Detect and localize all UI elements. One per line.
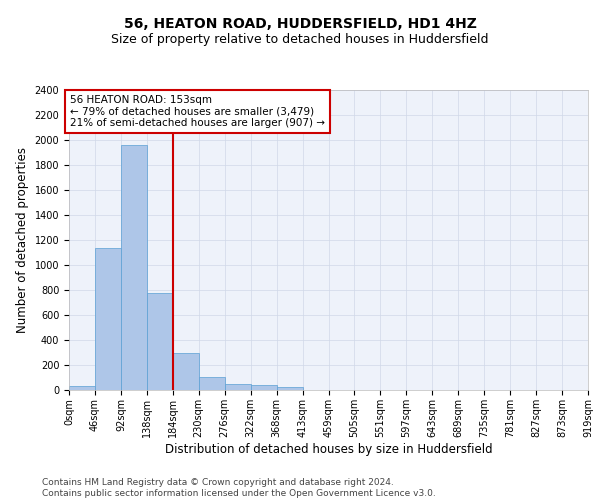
Bar: [173, 352, 199, 390]
Bar: [251, 385, 277, 390]
Y-axis label: Number of detached properties: Number of detached properties: [16, 147, 29, 333]
Bar: [121, 145, 147, 390]
Bar: [277, 387, 302, 390]
Bar: [95, 248, 121, 390]
X-axis label: Distribution of detached houses by size in Huddersfield: Distribution of detached houses by size …: [164, 442, 493, 456]
Bar: [69, 386, 95, 390]
Bar: [147, 293, 173, 390]
Bar: [199, 377, 224, 390]
Text: Size of property relative to detached houses in Huddersfield: Size of property relative to detached ho…: [111, 32, 489, 46]
Text: 56 HEATON ROAD: 153sqm
← 79% of detached houses are smaller (3,479)
21% of semi-: 56 HEATON ROAD: 153sqm ← 79% of detached…: [70, 95, 325, 128]
Bar: [225, 384, 251, 390]
Text: Contains HM Land Registry data © Crown copyright and database right 2024.
Contai: Contains HM Land Registry data © Crown c…: [42, 478, 436, 498]
Text: 56, HEATON ROAD, HUDDERSFIELD, HD1 4HZ: 56, HEATON ROAD, HUDDERSFIELD, HD1 4HZ: [124, 18, 476, 32]
